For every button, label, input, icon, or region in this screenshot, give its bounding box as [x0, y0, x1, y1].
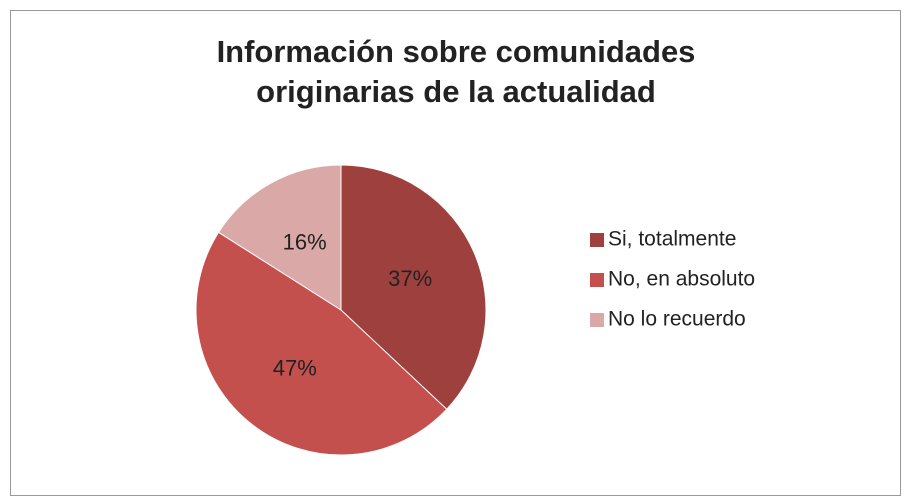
pie-slice: [217, 164, 342, 311]
legend-swatch: [590, 273, 604, 287]
legend-swatch: [590, 233, 604, 247]
legend-label: No lo recuerdo: [608, 308, 746, 331]
legend-label: Si, totalmente: [608, 228, 736, 251]
data-label: 16%: [283, 230, 327, 255]
data-label: 47%: [273, 355, 317, 380]
legend-label: No, en absoluto: [608, 268, 755, 291]
pie-slice: [195, 231, 448, 456]
legend-swatch: [590, 313, 604, 327]
chart-title: Información sobre comunidades originaria…: [216, 34, 696, 109]
pie-slice: [340, 164, 487, 410]
data-label: 37%: [388, 266, 432, 291]
